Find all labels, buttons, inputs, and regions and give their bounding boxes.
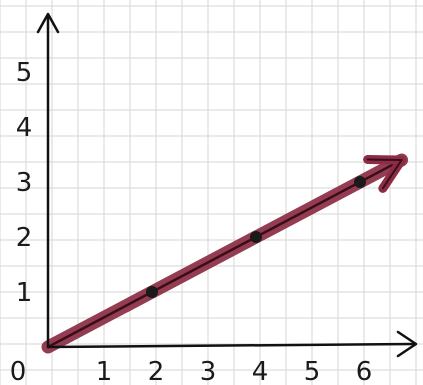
y-tick-label: 2 — [16, 223, 33, 253]
vector-arrow-outline — [46, 158, 403, 349]
x-axis-line — [46, 342, 417, 349]
axes — [36, 12, 418, 358]
x-tick-label: 0 — [10, 357, 27, 385]
y-tick-label: 4 — [16, 113, 33, 143]
x-tick-label: 2 — [148, 357, 165, 385]
x-axis-arrowhead — [396, 330, 418, 358]
y-axis-arrowhead — [36, 12, 60, 34]
data-point — [146, 286, 158, 298]
data-point — [354, 176, 366, 188]
vector-arrowhead-outline — [366, 158, 403, 190]
x-tick-label: 4 — [252, 357, 269, 385]
data-points — [146, 176, 366, 298]
y-tick-label: 3 — [16, 168, 33, 198]
tick-labels: 0 1 2 3 4 5 6 1 2 3 4 5 — [10, 58, 373, 385]
x-tick-label: 5 — [304, 357, 321, 385]
data-point — [250, 231, 262, 243]
x-tick-label: 3 — [200, 357, 217, 385]
x-tick-label: 6 — [356, 357, 373, 385]
vector-arrow-series — [41, 153, 409, 354]
y-tick-label: 5 — [16, 58, 33, 88]
x-tick-label: 1 — [96, 357, 113, 385]
y-tick-label: 1 — [16, 278, 33, 308]
